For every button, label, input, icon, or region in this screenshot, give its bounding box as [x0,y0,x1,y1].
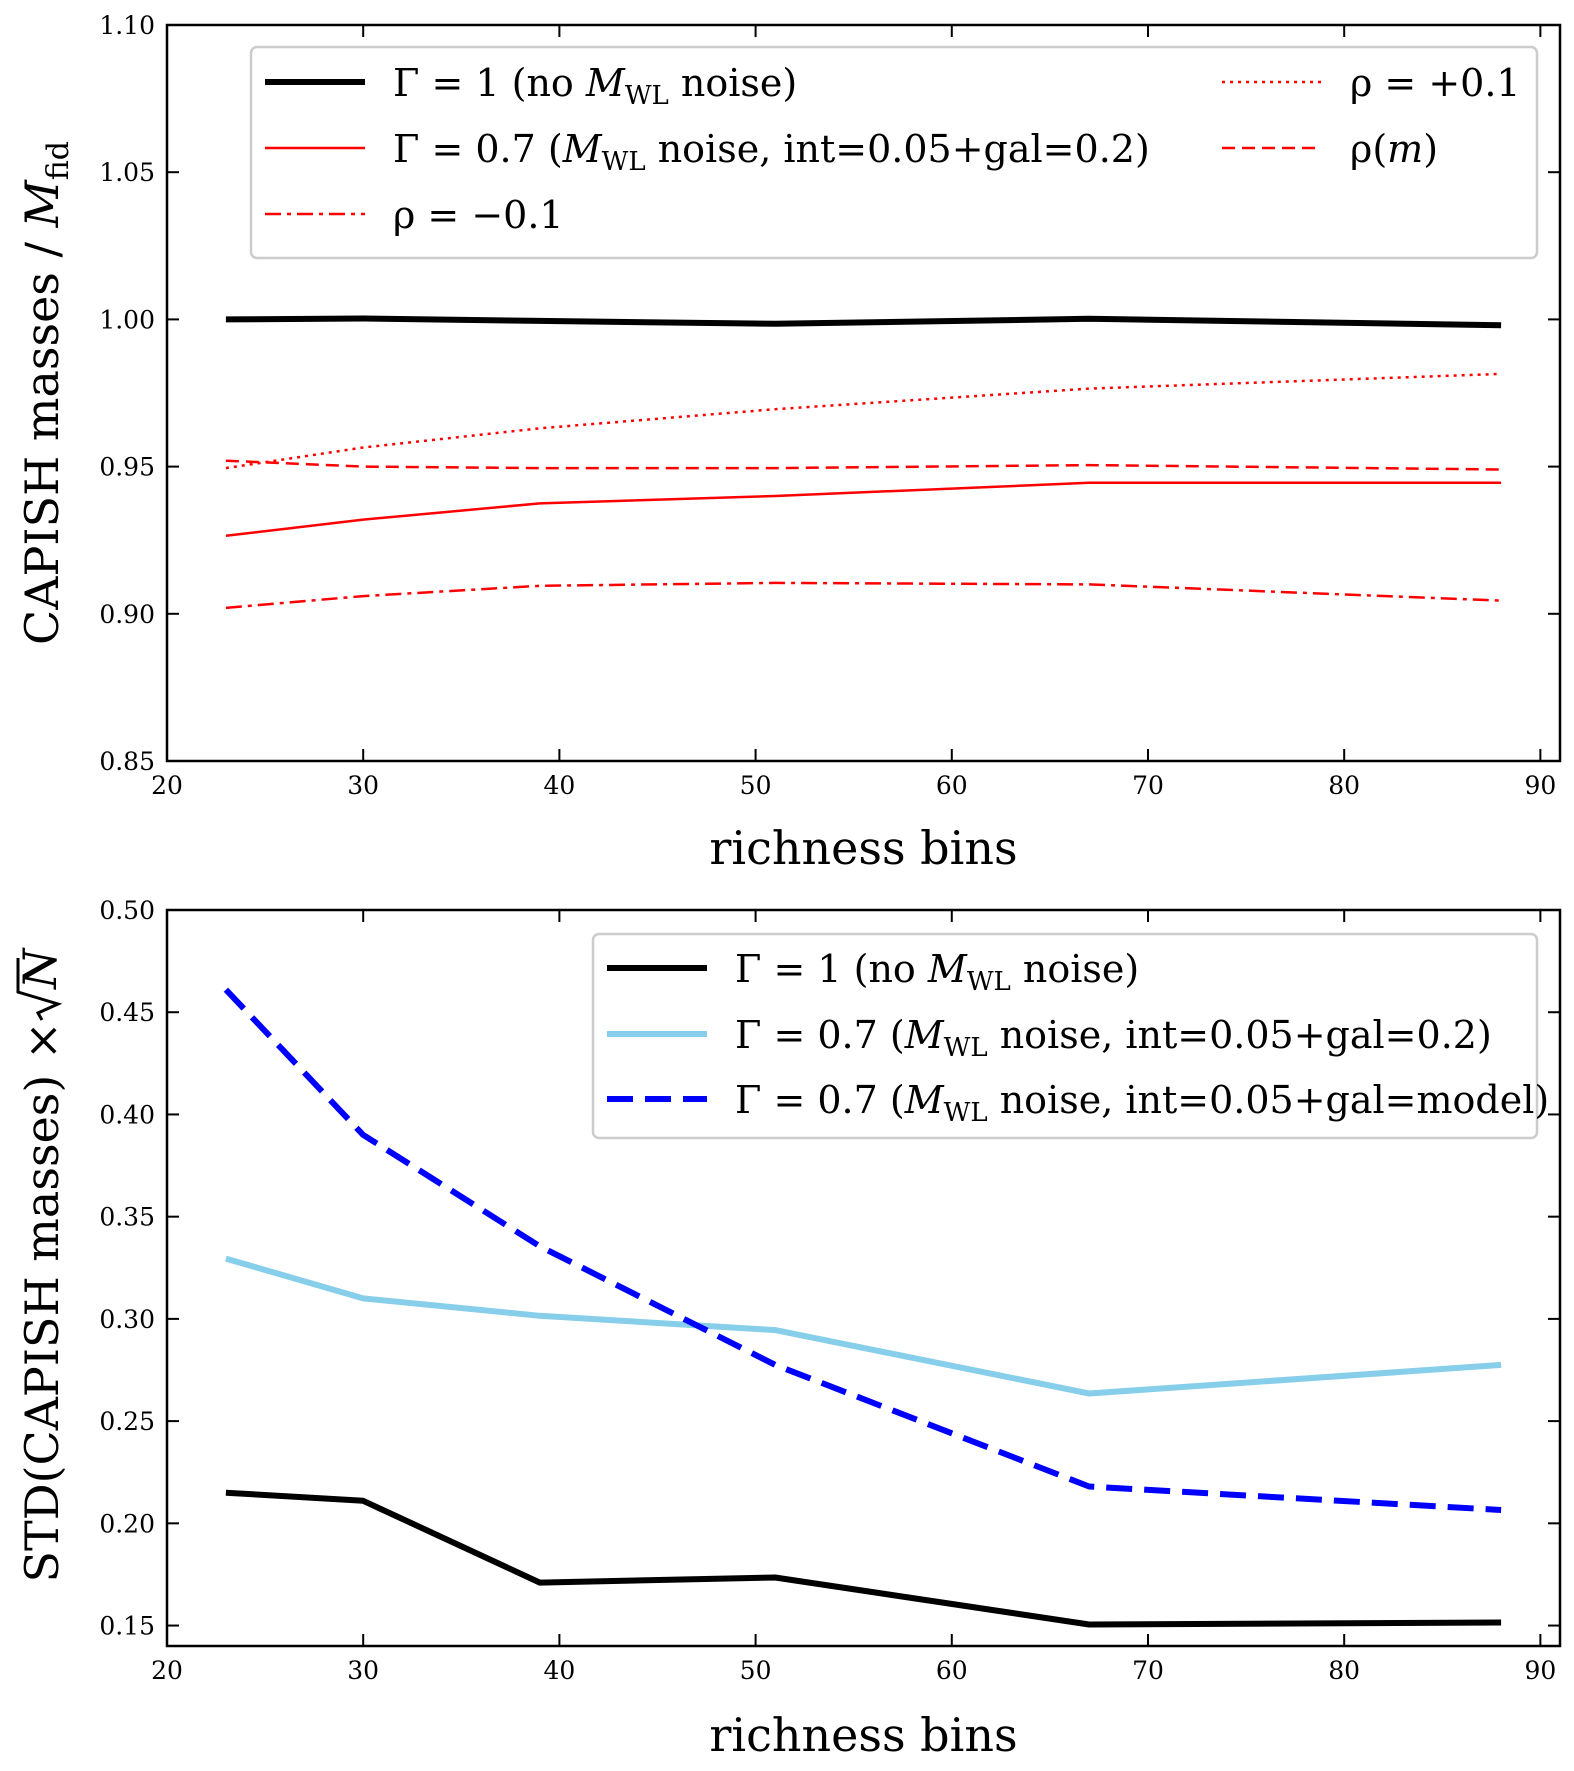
bottom-chart-y-axis-label: STD(CAPISH masses) × N [13,947,69,1583]
bottom-chart-legend-label-0: Γ = 1 (no MWL noise) [735,947,1139,997]
bottom-chart-x-axis-label: richness bins [709,1708,1017,1762]
top-chart-y-tick-label: 0.85 [99,747,155,776]
top-chart-legend-box [249,45,1539,260]
top-chart-legend-label-3: ρ = +0.1 [1350,61,1521,105]
bottom-chart-y-tick-label: 0.15 [99,1612,155,1641]
bottom-chart-ticks: 20 30 40 50 60 70 80 90 0.15 0.20 0.25 0.30 0.35 0.40… [99,896,1560,1685]
bottom-chart-series-line-0 [225,1489,1502,1628]
top-chart-y-tick-label: 0.90 [99,600,155,629]
top-chart-x-axis-label: richness bins [709,821,1017,875]
bottom-chart-legend: Γ = 1 (no MWL noise) Γ = 0.7 (MWL noise, … [591,932,1549,1140]
top-chart-y-axis-label: CAPISH masses / Mfid [15,141,76,645]
bottom-chart-legend-box [591,932,1539,1140]
bottom-chart-y-tick-label: 0.25 [99,1407,155,1436]
bottom-chart-legend-label-2: Γ = 0.7 (MWL noise, int=0.05+gal=model) [735,1078,1549,1128]
bottom-chart-series-line-2 [223,987,1502,1513]
top-chart-x-tick-label: 90 [1524,771,1556,800]
bottom-chart-x-tick-label: 70 [1132,1656,1164,1685]
bottom-chart-y-tick-label: 0.50 [99,896,155,925]
svg-text:N: N [13,947,67,990]
bottom-chart-x-tick-label: 50 [740,1656,772,1685]
top-chart-legend-label-0: Γ = 1 (no MWL noise) [393,61,797,111]
top-chart-legend-label-1: Γ = 0.7 (MWL noise, int=0.05+gal=0.2) [393,127,1150,177]
bottom-chart-series-line-1 [225,1255,1502,1397]
bottom-chart-series-group [223,987,1502,1628]
bottom-chart-x-tick-label: 60 [936,1656,968,1685]
top-chart-x-tick-label: 40 [543,771,575,800]
svg-text:STD(CAPISH masses) ×: STD(CAPISH masses) × [15,1021,69,1582]
top-chart-series-line-2 [225,581,1502,610]
top-chart-series-line-0 [225,315,1502,329]
bottom-chart-panel: 20 30 40 50 60 70 80 90 0.15 0.20 0.25 0.30 0.35 0.40… [13,896,1562,1762]
top-chart-ticks: 20 30 40 50 60 70 80 90 0.85 0.90 0.95 1.00 1.05 1.10 [99,11,1560,800]
bottom-chart-x-tick-label: 40 [543,1656,575,1685]
top-chart-y-tick-label: 1.00 [99,305,155,334]
bottom-chart-y-tick-label: 0.35 [99,1203,155,1232]
bottom-chart-y-tick-label: 0.30 [99,1305,155,1334]
bottom-chart-x-tick-label: 20 [151,1656,183,1685]
bottom-chart-x-tick-label: 90 [1524,1656,1556,1685]
top-chart-y-tick-label: 1.05 [99,158,155,187]
top-chart-series-line-4 [225,459,1502,471]
bottom-chart-y-tick-label: 0.45 [99,998,155,1027]
top-chart-legend-label-4: ρ(m) [1350,127,1438,171]
top-chart-axes-frame [165,23,1562,763]
bottom-chart-legend-label-1: Γ = 0.7 (MWL noise, int=0.05+gal=0.2) [735,1013,1492,1063]
top-chart-x-tick-label: 20 [151,771,183,800]
top-chart-series-line-3 [225,372,1502,470]
top-chart-x-tick-label: 70 [1132,771,1164,800]
bottom-chart-x-tick-label: 30 [347,1656,379,1685]
top-chart-x-tick-label: 60 [936,771,968,800]
top-chart-series-line-1 [225,481,1502,538]
top-chart-x-tick-label: 80 [1328,771,1360,800]
top-chart-panel: 20 30 40 50 60 70 80 90 0.85 0.90 0.95 1.00 1.05 1.10… [15,11,1562,875]
bottom-chart-axes-frame [165,908,1562,1648]
top-chart-series-group [225,315,1502,610]
top-chart-x-tick-label: 50 [740,771,772,800]
bottom-chart-y-tick-label: 0.40 [99,1100,155,1129]
top-chart-y-tick-label: 0.95 [99,453,155,482]
top-chart-y-tick-label: 1.10 [99,11,155,40]
top-chart-legend: Γ = 1 (no MWL noise) Γ = 0.7 (MWL noise, … [249,45,1539,260]
top-chart-legend-label-2: ρ = −0.1 [393,193,564,237]
sqrt-symbol: N [13,947,67,1021]
bottom-chart-x-tick-label: 80 [1328,1656,1360,1685]
bottom-chart-y-tick-label: 0.20 [99,1509,155,1538]
top-chart-x-tick-label: 30 [347,771,379,800]
